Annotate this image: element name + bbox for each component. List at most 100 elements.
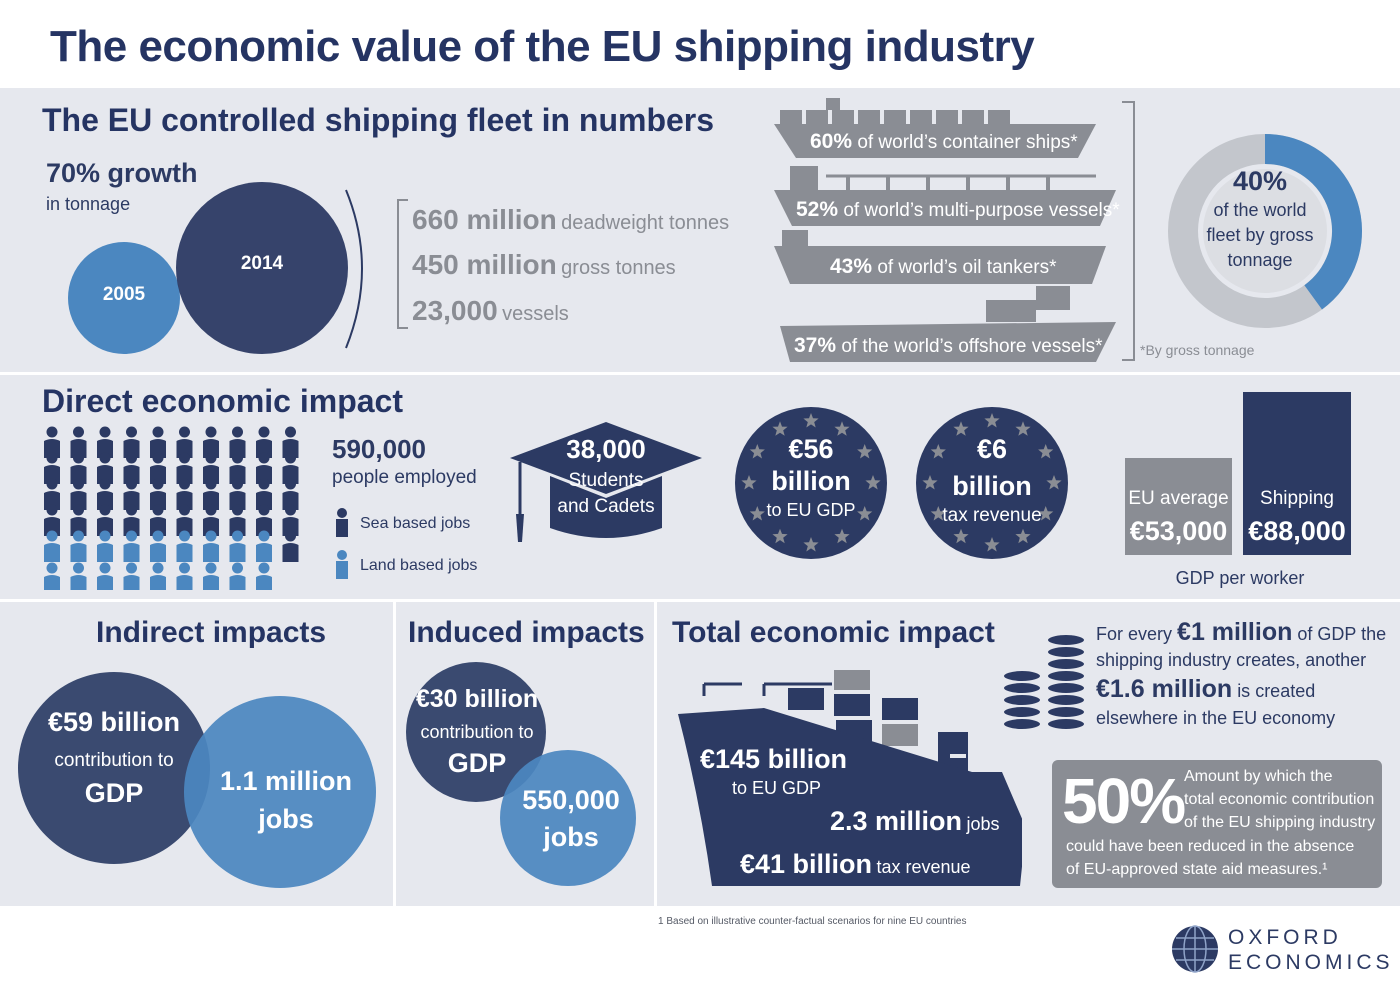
ship-text-offshore: of the world’s offshore vessels*: [841, 336, 1103, 357]
sea-person-icon: [336, 508, 348, 537]
coin-icon: [1002, 669, 1042, 683]
cadets-label-1: Students: [568, 470, 644, 491]
direct-heading: Direct economic impact: [42, 383, 403, 419]
sea-person-icon: [97, 504, 113, 536]
star-icon: [984, 537, 1000, 552]
land-person-icon: [97, 562, 113, 590]
stat-dwt: 660 million deadweight tonnes: [412, 204, 729, 236]
cargo-ship-icon: [678, 670, 1022, 886]
land-person-icon: [70, 530, 87, 562]
sea-person-icon: [176, 504, 193, 536]
star-icon: [1015, 528, 1031, 544]
ship-pct-tanker: 43%: [830, 255, 873, 278]
sea-person-icon: [282, 478, 299, 510]
coin-icon: [1002, 681, 1042, 695]
star-icon: [857, 506, 873, 521]
sea-person-icon: [150, 426, 166, 458]
land-person-icon: [176, 562, 193, 590]
sea-person-icon: [282, 530, 299, 562]
stat-vessels: 23,000 vessels: [412, 295, 569, 327]
sea-person-icon: [123, 478, 140, 510]
circle-2005: [68, 242, 180, 354]
circle-2014: [176, 182, 348, 354]
ships-bracket: [1122, 101, 1135, 361]
indirect-gdp-circle: [18, 672, 210, 864]
land-person-icon: [256, 562, 272, 590]
eu-average-value: €53,000: [1129, 516, 1228, 546]
star-icon: [865, 475, 881, 490]
star-icon: [930, 506, 946, 521]
eu-circle-bg: [735, 407, 887, 559]
indirect-jobs-circle: [184, 696, 376, 888]
legend-land: Land based jobs: [360, 557, 478, 574]
coin-icon: [1046, 705, 1086, 719]
stat-vessels-label: vessels: [502, 303, 569, 325]
world-label-3: tonnage: [1227, 250, 1293, 270]
sea-person-icon: [282, 504, 299, 536]
star-icon: [803, 413, 819, 428]
page-title: The economic value of the EU shipping in…: [50, 22, 1035, 71]
land-person-icon: [123, 562, 140, 590]
star-icon: [772, 421, 788, 436]
state-aid-text-1: Amount by which the: [1184, 768, 1333, 785]
sea-person-icon: [229, 426, 246, 458]
people-value: 590,000: [332, 434, 426, 464]
sea-person-icon: [70, 504, 87, 536]
total-heading: Total economic impact: [672, 616, 995, 649]
multiplier-value-2: €1.6 million: [1096, 675, 1233, 703]
shipping-label: Shipping: [1260, 488, 1334, 509]
star-icon: [953, 528, 969, 544]
star-icon: [1046, 475, 1062, 490]
sea-person-icon: [256, 504, 272, 536]
sea-person-icon: [256, 478, 272, 510]
state-aid-text-5: of EU-approved state aid measures.¹: [1066, 861, 1328, 878]
star-icon: [930, 444, 946, 459]
multiplier-value-1: €1 million: [1177, 618, 1293, 646]
total-gdp-label: to EU GDP: [732, 778, 822, 798]
state-aid-pct: 50%: [1062, 765, 1186, 837]
star-icon: [803, 537, 819, 552]
direct-gdp-value-1: €56: [788, 434, 834, 464]
land-person-icon: [150, 530, 166, 562]
logo-line-1: OXFORD: [1228, 926, 1342, 949]
ship-pct-multipurpose: 52%: [796, 198, 839, 221]
star-icon: [953, 421, 969, 436]
star-icon: [1038, 506, 1054, 521]
total-tax: €41 billion tax revenue: [740, 849, 971, 880]
coin-icon: [1046, 657, 1086, 671]
logo-line-2: ECONOMICS: [1228, 951, 1394, 974]
fleet-footnote: *By gross tonnage: [1140, 342, 1255, 358]
sea-person-icon: [150, 504, 166, 536]
sea-person-icon: [229, 452, 246, 484]
oil-tanker-icon: [774, 230, 1106, 284]
sea-person-icon: [203, 504, 219, 536]
sea-person-icon: [256, 452, 272, 484]
multiplier-text-2: of GDP the: [1297, 624, 1387, 644]
sea-person-icon: [176, 426, 193, 458]
coin-icon: [1046, 717, 1086, 731]
sea-person-icon: [176, 478, 193, 510]
land-person-icon: [229, 530, 246, 562]
people-grid: [44, 426, 299, 590]
sea-person-icon: [203, 478, 219, 510]
star-icon: [857, 444, 873, 459]
direct-gdp-value-2: billion: [771, 466, 851, 496]
indirect-gdp-value: €59 billion: [47, 707, 181, 737]
land-person-icon: [97, 530, 113, 562]
sea-person-icon: [256, 426, 272, 458]
star-icon: [922, 475, 938, 490]
gdp-eu-circle: [735, 407, 887, 559]
ship-text-multipurpose: of world’s multi-purpose vessels*: [843, 200, 1120, 221]
star-icon: [834, 421, 850, 436]
indirect-heading: Indirect impacts: [96, 616, 327, 649]
sea-person-icon: [123, 504, 140, 536]
land-person-icon: [123, 530, 140, 562]
coin-icon: [1046, 633, 1086, 647]
shipping-value: €88,000: [1248, 516, 1346, 546]
star-icon: [749, 506, 765, 521]
total-gdp-value: €145 billion: [700, 744, 848, 774]
land-person-icon: [44, 530, 60, 562]
stat-gt: 450 million gross tonnes: [412, 249, 676, 281]
growth-value: 70% growth: [46, 158, 198, 188]
eu-average-label: EU average: [1128, 488, 1229, 509]
